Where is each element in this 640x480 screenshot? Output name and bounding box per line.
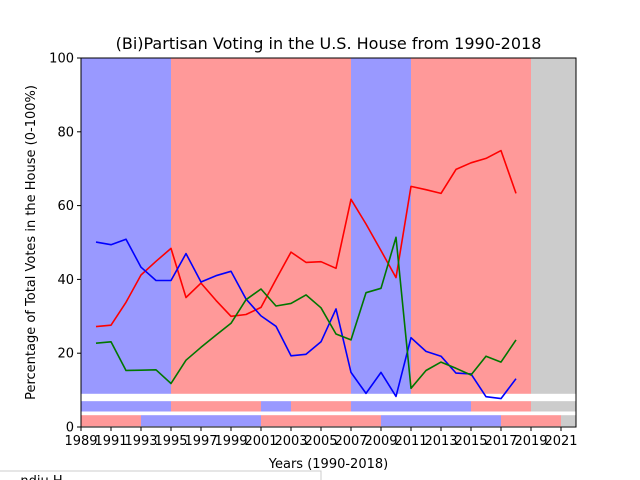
x-tick-label: 2013 [424, 434, 457, 449]
x-axis-label: Years (1990-2018) [268, 457, 388, 472]
senate-strip-segment-4 [351, 401, 471, 412]
series-line-bipartisan [95, 236, 517, 390]
x-tick-label: 2021 [544, 434, 577, 449]
senate-strip-segment-5 [471, 401, 531, 412]
president-strip-segment-3 [381, 415, 501, 427]
y-tick-label: 60 [57, 199, 74, 214]
y-tick-label: 20 [57, 347, 74, 362]
y-tick-label: 0 [66, 421, 74, 436]
senate-strip-segment-2 [261, 401, 291, 412]
legend: ...ndiu H... [0, 470, 322, 480]
y-axis-ticks: 0 20 40 60 80 100 [49, 52, 81, 436]
band-democrat-0 [81, 58, 171, 394]
senate-strip-segment-6 [531, 401, 576, 412]
plot-frame [80, 57, 577, 428]
x-tick-label: 2019 [514, 434, 547, 449]
x-tick-label: 1989 [64, 434, 97, 449]
band-republican-1 [171, 58, 351, 394]
y-axis-label: Percentage of Total Votes in the House (… [24, 85, 39, 400]
x-tick-label: 2009 [364, 434, 397, 449]
background-bands [81, 58, 576, 394]
x-tick-label: 1997 [184, 434, 217, 449]
president-strip-segment-5 [561, 415, 576, 427]
x-tick-label: 2011 [394, 434, 427, 449]
bottom-strips [81, 401, 576, 427]
x-tick-label: 2015 [454, 434, 487, 449]
legend-text: ...ndiu H... [8, 474, 75, 480]
series-line-republican [95, 149, 517, 328]
president-strip-segment-0 [81, 415, 141, 427]
senate-strip-segment-0 [81, 401, 171, 412]
x-tick-label: 2007 [334, 434, 367, 449]
band-future-4 [531, 58, 576, 394]
band-republican-3 [411, 58, 531, 394]
chart-title: (Bi)Partisan Voting in the U.S. House fr… [116, 34, 542, 53]
president-strip-segment-2 [261, 415, 381, 427]
y-tick-label: 80 [57, 125, 74, 140]
x-tick-label: 2001 [244, 434, 277, 449]
president-strip-segment-1 [141, 415, 261, 427]
senate-strip-segment-3 [291, 401, 351, 412]
x-tick-label: 1999 [214, 434, 247, 449]
x-tick-label: 2003 [274, 434, 307, 449]
x-tick-label: 1995 [154, 434, 187, 449]
x-tick-label: 2005 [304, 434, 337, 449]
y-tick-label: 100 [49, 52, 74, 67]
x-tick-label: 2017 [484, 434, 517, 449]
x-axis-ticks: 1989199119931995199719992001200320052007… [64, 427, 578, 449]
x-tick-label: 1991 [94, 434, 127, 449]
president-strip-segment-4 [501, 415, 561, 427]
x-tick-label: 1993 [124, 434, 157, 449]
band-democrat-2 [351, 58, 411, 394]
legend-box [0, 470, 322, 480]
y-tick-label: 40 [57, 273, 74, 288]
senate-strip-segment-1 [171, 401, 261, 412]
series-line-democrat [95, 238, 517, 400]
series-lines [95, 149, 517, 400]
